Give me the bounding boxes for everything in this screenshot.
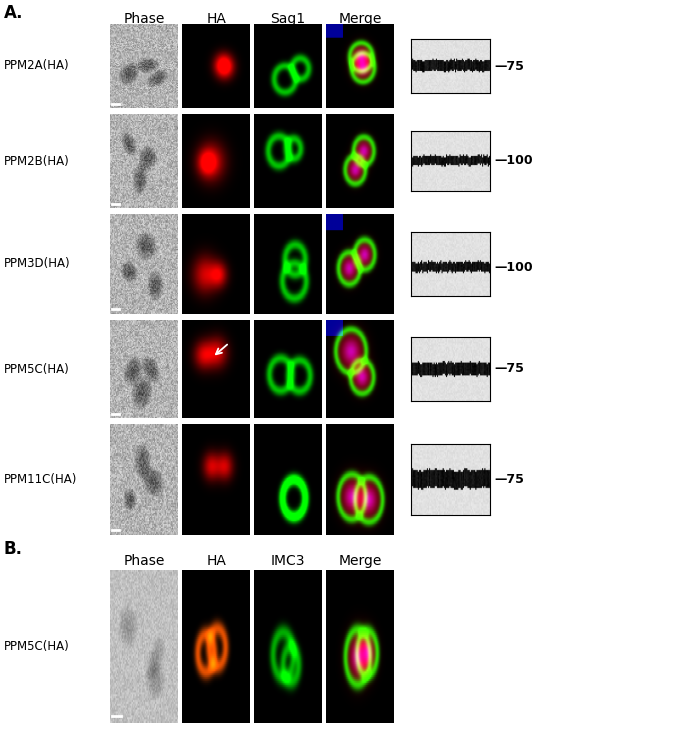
Text: Phase: Phase xyxy=(123,12,165,26)
Text: PPM3D(HA): PPM3D(HA) xyxy=(3,257,70,270)
Text: —75: —75 xyxy=(494,60,524,72)
Text: PPM5C(HA): PPM5C(HA) xyxy=(3,640,69,653)
Text: —100: —100 xyxy=(494,155,532,168)
Text: Sag1: Sag1 xyxy=(271,12,306,26)
Text: PPM5C(HA): PPM5C(HA) xyxy=(3,362,69,375)
Text: —75: —75 xyxy=(494,362,524,375)
Text: A.: A. xyxy=(3,4,23,22)
Text: Merge: Merge xyxy=(338,554,382,569)
Text: IMC3: IMC3 xyxy=(271,554,306,569)
Text: PPM2A(HA): PPM2A(HA) xyxy=(3,60,69,72)
Text: B.: B. xyxy=(3,540,23,558)
Text: Merge: Merge xyxy=(338,12,382,26)
Text: HA: HA xyxy=(206,12,226,26)
Text: HA: HA xyxy=(206,554,226,569)
Text: PPM11C(HA): PPM11C(HA) xyxy=(3,473,77,486)
Text: —100: —100 xyxy=(494,261,532,273)
Text: Phase: Phase xyxy=(123,554,165,569)
Text: —75: —75 xyxy=(494,473,524,486)
Text: PPM2B(HA): PPM2B(HA) xyxy=(3,155,69,168)
